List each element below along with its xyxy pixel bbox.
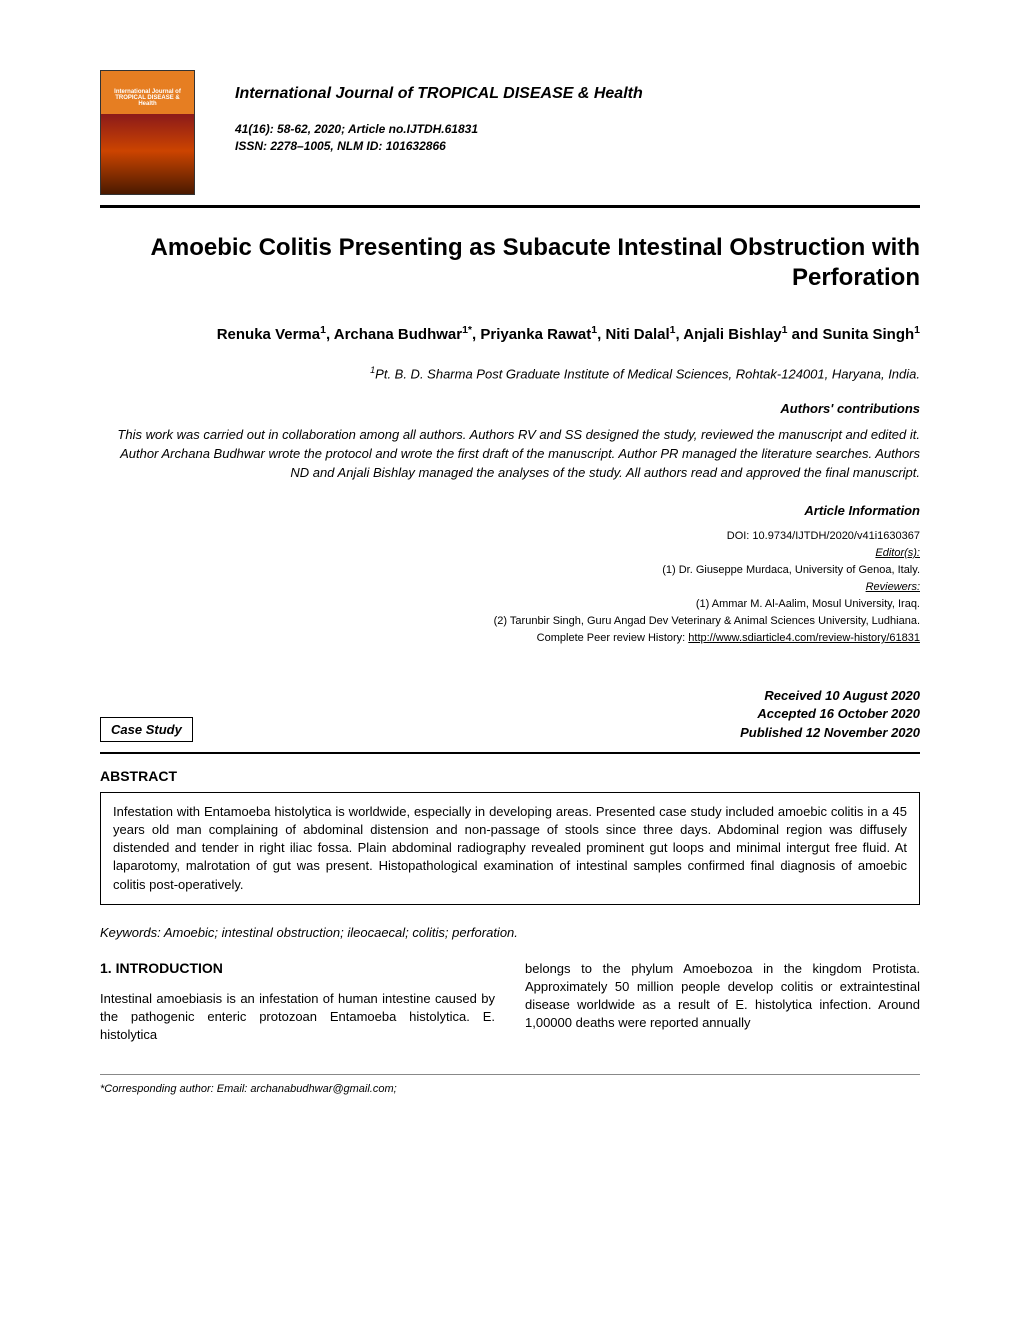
contributions-label: Authors' contributions [100,401,920,416]
intro-columns: 1. INTRODUCTION Intestinal amoebiasis is… [100,960,920,1045]
rule-mid [100,752,920,754]
article-title: Amoebic Colitis Presenting as Subacute I… [100,233,920,293]
keywords: Keywords: Amoebic; intestinal obstructio… [100,925,920,940]
dates: Received 10 August 2020 Accepted 16 Octo… [740,687,920,742]
intro-text-right: belongs to the phylum Amoebozoa in the k… [525,960,920,1033]
col-right: belongs to the phylum Amoebozoa in the k… [525,960,920,1045]
intro-text-left: Intestinal amoebiasis is an infestation … [100,990,495,1045]
col-left: 1. INTRODUCTION Intestinal amoebiasis is… [100,960,495,1045]
journal-title: International Journal of TROPICAL DISEAS… [235,85,920,103]
editors-label: Editor(s): [100,545,920,562]
article-info-label: Article Information [100,503,920,518]
header-block: International Journal of TROPICAL DISEAS… [100,70,920,195]
abstract-box: Infestation with Entamoeba histolytica i… [100,792,920,905]
intro-heading: 1. INTRODUCTION [100,960,495,976]
received-date: Received 10 August 2020 [740,687,920,705]
published-date: Published 12 November 2020 [740,724,920,742]
abstract-heading: ABSTRACT [100,768,920,784]
accepted-date: Accepted 16 October 2020 [740,705,920,723]
journal-cover-image [100,70,195,195]
issue-line: 41(16): 58-62, 2020; Article no.IJTDH.61… [235,121,920,138]
reviewer-2: (2) Tarunbir Singh, Guru Angad Dev Veter… [100,613,920,630]
affiliation: 1Pt. B. D. Sharma Post Graduate Institut… [100,365,920,381]
editor-1: (1) Dr. Giuseppe Murdaca, University of … [100,562,920,579]
case-study-box: Case Study [100,717,193,742]
dates-row: Case Study Received 10 August 2020 Accep… [100,687,920,742]
peer-review-link[interactable]: http://www.sdiarticle4.com/review-histor… [688,632,920,644]
authors: Renuka Verma1, Archana Budhwar1*, Priyan… [100,323,920,345]
reviewer-1: (1) Ammar M. Al-Aalim, Mosul University,… [100,596,920,613]
reviewers-label: Reviewers: [100,579,920,596]
contributions-text: This work was carried out in collaborati… [100,426,920,483]
rule-top [100,205,920,208]
footer-rule [100,1074,920,1075]
issn-line: ISSN: 2278–1005, NLM ID: 101632866 [235,138,920,155]
doi: DOI: 10.9734/IJTDH/2020/v41i1630367 [100,528,920,545]
peer-review-line: Complete Peer review History: http://www… [100,630,920,647]
journal-meta: International Journal of TROPICAL DISEAS… [235,70,920,155]
article-info-block: DOI: 10.9734/IJTDH/2020/v41i1630367 Edit… [100,528,920,647]
peer-review-prefix: Complete Peer review History: [537,632,689,644]
corresponding-author-footnote: *Corresponding author: Email: archanabud… [100,1083,920,1095]
